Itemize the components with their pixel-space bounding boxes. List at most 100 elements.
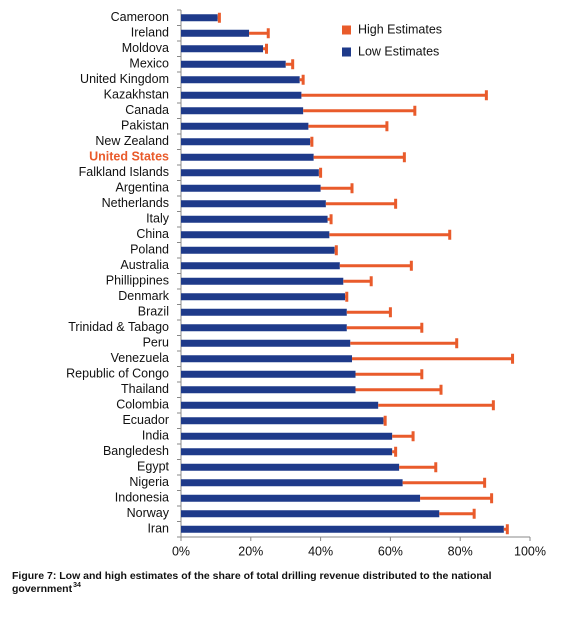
y-tick-label: Bangledesh xyxy=(103,444,169,458)
y-tick-label: Australia xyxy=(120,258,169,272)
y-tick-label: Republic of Congo xyxy=(66,367,169,381)
y-tick-label: New Zealand xyxy=(95,134,169,148)
low-bar xyxy=(181,370,356,378)
legend-label: Low Estimates xyxy=(358,44,439,58)
high-estimate xyxy=(249,28,270,39)
low-bar xyxy=(181,277,344,285)
y-tick-label: Thailand xyxy=(121,382,169,396)
high-estimate xyxy=(346,322,424,333)
y-tick-label: India xyxy=(142,429,169,443)
y-tick-label: Canada xyxy=(125,103,169,117)
y-tick-label: Falkland Islands xyxy=(79,165,169,179)
y-tick-label: United States xyxy=(89,150,169,164)
high-estimate xyxy=(343,276,373,287)
y-tick-label: Norway xyxy=(127,506,170,520)
y-tick-label: Poland xyxy=(130,243,169,257)
high-estimate xyxy=(399,462,438,473)
y-tick-label: Colombia xyxy=(116,398,169,412)
high-estimate xyxy=(299,74,305,85)
low-bar xyxy=(181,138,311,146)
y-tick-label: Netherlands xyxy=(102,196,169,210)
low-bar xyxy=(181,479,403,487)
low-bar xyxy=(181,45,264,53)
caption-note: 34 xyxy=(73,582,81,589)
x-tick-label: 0% xyxy=(172,544,190,558)
y-tick-label: China xyxy=(136,227,169,241)
high-estimate xyxy=(383,415,387,426)
low-bar xyxy=(181,494,421,502)
y-tick-label: Ireland xyxy=(131,26,169,40)
high-estimate xyxy=(310,136,314,147)
low-bar xyxy=(181,246,335,254)
y-tick-label: Italy xyxy=(146,212,170,226)
low-bar xyxy=(181,153,314,161)
low-bar xyxy=(181,401,379,409)
y-tick-label: Moldova xyxy=(122,41,169,55)
high-estimate xyxy=(439,508,476,519)
low-bar xyxy=(181,463,400,471)
high-estimate xyxy=(217,12,221,23)
high-estimate xyxy=(318,167,323,178)
low-bar xyxy=(181,215,328,223)
y-tick-label: Pakistan xyxy=(121,119,169,133)
low-bar xyxy=(181,29,250,37)
y-tick-label: Argentina xyxy=(115,181,169,195)
low-bar xyxy=(181,169,319,177)
x-tick-label: 20% xyxy=(238,544,263,558)
low-bar xyxy=(181,510,440,518)
high-estimate xyxy=(308,121,389,132)
low-bar xyxy=(181,308,347,316)
high-estimate xyxy=(334,245,338,256)
caption: Figure 7: Low and high estimates of the … xyxy=(12,570,492,595)
y-tick-label: Ecuador xyxy=(122,413,169,427)
high-estimate xyxy=(392,431,415,442)
y-tick-label: Trinidad & Tabago xyxy=(68,320,169,334)
high-estimate xyxy=(503,524,509,535)
x-tick-label: 60% xyxy=(378,544,403,558)
low-bar xyxy=(181,76,300,84)
high-estimate xyxy=(301,90,488,101)
x-tick-label: 40% xyxy=(308,544,333,558)
low-bar xyxy=(181,432,393,440)
low-bar xyxy=(181,355,353,363)
low-bar xyxy=(181,448,393,456)
high-estimate xyxy=(345,291,349,302)
y-tick-label: Cameroon xyxy=(111,10,169,24)
low-bar xyxy=(181,324,347,332)
y-tick-label: Indonesia xyxy=(115,491,169,505)
low-bar xyxy=(181,293,346,301)
high-estimate xyxy=(402,477,487,488)
low-bar xyxy=(181,525,504,533)
high-estimate xyxy=(313,152,406,163)
high-estimate xyxy=(350,338,459,349)
low-bar xyxy=(181,184,321,192)
high-estimate xyxy=(355,384,443,395)
x-tick-label: 100% xyxy=(514,544,546,558)
x-tick-label: 80% xyxy=(448,544,473,558)
low-bar xyxy=(181,107,304,115)
low-bar xyxy=(181,122,309,130)
high-estimate xyxy=(263,43,269,54)
low-bar xyxy=(181,339,351,347)
y-tick-label: Brazil xyxy=(138,305,169,319)
low-bar xyxy=(181,262,340,270)
legend-label: High Estimates xyxy=(358,22,442,36)
y-tick-label: Phillippines xyxy=(106,274,169,288)
low-bar xyxy=(181,60,286,68)
y-tick-label: Egypt xyxy=(137,460,169,474)
low-bar xyxy=(181,231,330,239)
high-estimate xyxy=(420,493,494,504)
high-estimate xyxy=(303,105,417,116)
low-bar xyxy=(181,14,218,22)
y-tick-label: Denmark xyxy=(118,289,169,303)
high-estimate xyxy=(346,307,392,318)
high-estimate xyxy=(392,446,398,457)
high-estimate xyxy=(320,183,354,194)
high-estimate xyxy=(339,260,413,271)
high-estimate xyxy=(352,353,515,364)
high-estimate xyxy=(285,59,295,70)
y-tick-label: Mexico xyxy=(129,57,169,71)
low-bar xyxy=(181,91,302,99)
y-tick-label: United Kingdom xyxy=(80,72,169,86)
